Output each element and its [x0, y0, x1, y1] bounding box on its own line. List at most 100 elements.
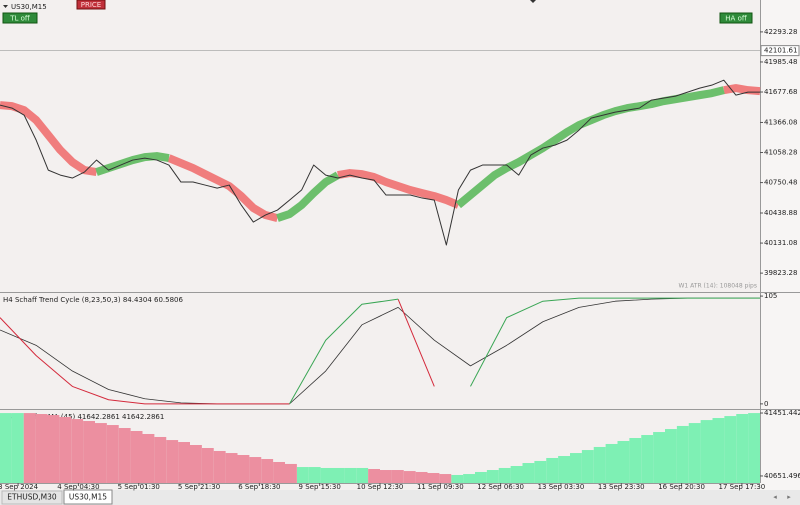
bar — [95, 423, 107, 483]
bar — [201, 447, 214, 483]
x-tick-label: 13 Sep 23:30 — [598, 483, 645, 491]
bar — [546, 457, 559, 483]
y-tick-label: 41451.4428 — [764, 409, 800, 417]
y-tick-label: 40438.88 — [764, 209, 797, 217]
price-axis-area — [760, 0, 800, 490]
series-line — [0, 84, 761, 222]
bar — [617, 440, 630, 483]
x-tick-label: 6 Sep 18:30 — [238, 483, 280, 491]
bar — [0, 413, 12, 483]
bar — [47, 415, 60, 483]
bar — [11, 413, 24, 483]
y-tick-label: 39823.28 — [764, 269, 797, 277]
x-tick-label: 17 Sep 17:30 — [719, 483, 766, 491]
bar — [427, 473, 440, 483]
bar — [629, 438, 642, 483]
bar — [308, 467, 321, 483]
bar — [451, 474, 464, 483]
x-tick-label: 12 Sep 06:30 — [477, 483, 524, 491]
bar — [593, 446, 606, 483]
bar — [581, 450, 594, 483]
tab-label[interactable]: US30,M15 — [69, 493, 107, 502]
series-line — [289, 297, 760, 405]
panel-title: H4 SSL of ... MA (45) 41642.2861 41642.2… — [3, 413, 164, 421]
bar — [59, 417, 72, 483]
y-tick-label: 40131.08 — [764, 239, 797, 247]
price-button[interactable] — [76, 0, 106, 10]
tab[interactable] — [1, 490, 63, 505]
bar — [475, 471, 487, 483]
x-tick-label: 16 Sep 20:30 — [658, 483, 705, 491]
tab-bar — [0, 490, 800, 505]
bar — [83, 421, 95, 483]
bar — [605, 443, 618, 483]
bar — [415, 471, 428, 483]
bar — [403, 471, 416, 483]
x-tick-label: 5 Sep 01:30 — [118, 483, 160, 491]
bar — [213, 450, 226, 483]
y-tick-label: 42293.28 — [764, 28, 797, 36]
bar — [249, 457, 262, 483]
scroll-right[interactable]: ▸ — [787, 493, 791, 501]
bar — [653, 432, 665, 483]
x-tick-label: 11 Sep 09:30 — [417, 483, 464, 491]
y-tick-label: 41366.08 — [764, 118, 797, 126]
panel-title: H4 Schaff Trend Cycle (8,23,50,3) 84.430… — [3, 296, 183, 304]
bar — [748, 413, 760, 483]
ha-button-label[interactable]: HA off — [725, 15, 747, 23]
bar — [71, 419, 84, 483]
y-tick-label: 0 — [764, 400, 768, 408]
bar — [498, 467, 511, 483]
symbol-title: US30,M15 — [11, 3, 47, 11]
bar — [522, 463, 535, 483]
tab-label[interactable]: ETHUSD,M30 — [7, 493, 57, 502]
scroll-left[interactable]: ◂ — [773, 493, 777, 501]
x-tick-label: 3 Sep 2024 — [0, 483, 39, 491]
bar — [391, 470, 404, 483]
bar — [35, 414, 48, 483]
tab-active[interactable] — [63, 489, 113, 505]
price-button-label[interactable]: PRICE — [81, 1, 101, 9]
bar — [356, 467, 369, 483]
bar — [665, 429, 677, 483]
bar — [332, 467, 345, 483]
y-tick-label: 41058.28 — [764, 149, 797, 157]
shift-marker — [530, 0, 536, 3]
bar — [700, 420, 713, 483]
series-line — [0, 297, 760, 405]
y-tick-label: 40750.48 — [764, 179, 797, 187]
bar — [154, 436, 167, 483]
bar — [688, 423, 701, 483]
menu-arrow[interactable] — [3, 5, 8, 8]
y-tick-label: 41985.48 — [764, 58, 797, 66]
bar — [106, 425, 119, 483]
tl-button[interactable] — [2, 12, 38, 24]
bar — [570, 453, 582, 483]
y-tick-label: 41677.68 — [764, 88, 797, 96]
bar — [380, 470, 392, 483]
bar — [510, 466, 523, 483]
bar — [118, 428, 131, 483]
ha-button[interactable] — [719, 12, 753, 24]
tl-button-label[interactable]: TL off — [9, 15, 30, 23]
bar — [237, 454, 250, 483]
bar — [23, 413, 36, 483]
bar — [344, 467, 357, 483]
x-tick-label: 4 Sep 04:30 — [57, 483, 99, 491]
bar — [285, 463, 297, 483]
bar — [534, 460, 547, 483]
bar — [558, 456, 570, 483]
bar — [712, 418, 725, 483]
bar — [676, 425, 689, 483]
bar — [273, 461, 285, 483]
bar — [736, 414, 749, 483]
bar — [130, 431, 143, 483]
y-tick-label: 40651.4964 — [764, 472, 800, 480]
price-label: 42101.61 — [764, 47, 797, 55]
bar — [190, 445, 202, 483]
bar — [142, 433, 155, 483]
y-tick-label: 105 — [764, 292, 777, 300]
bar — [261, 459, 274, 483]
